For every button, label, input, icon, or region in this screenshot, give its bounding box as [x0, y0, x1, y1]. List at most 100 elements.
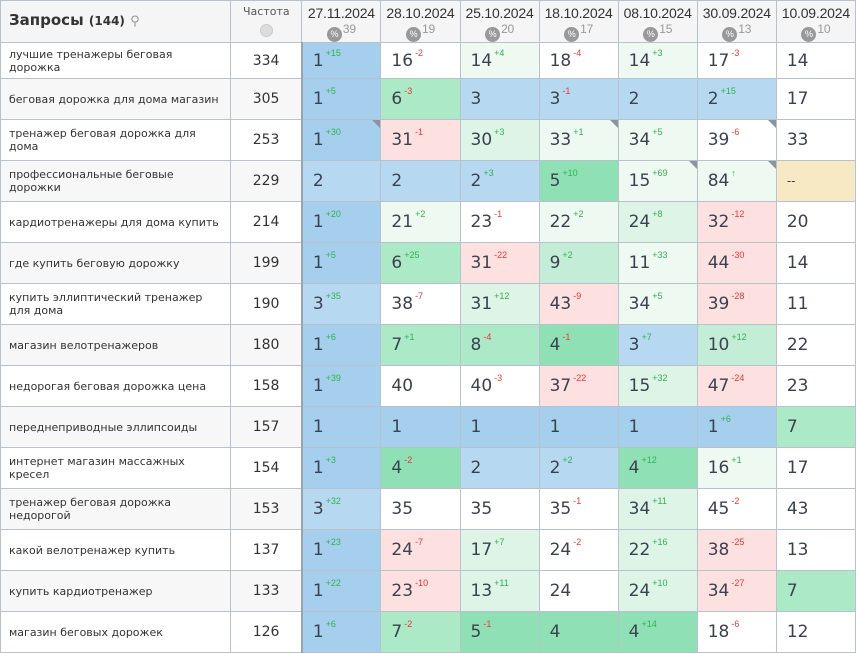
date-column-header[interactable]: 18.10.2024% 17	[538, 0, 619, 43]
position-cell[interactable]: 5 +10	[538, 160, 619, 202]
percent-icon[interactable]: %	[722, 27, 738, 42]
position-cell[interactable]: 3 +35	[300, 283, 382, 325]
position-cell[interactable]: 24 +8	[617, 201, 698, 243]
position-cell[interactable]: 7	[775, 570, 856, 612]
percent-icon[interactable]: %	[643, 27, 659, 42]
position-cell[interactable]: 1 +22	[300, 570, 382, 612]
position-cell[interactable]: 34 +11	[617, 488, 698, 530]
position-cell[interactable]: 4 +12	[617, 447, 698, 489]
position-cell[interactable]: 24 -7	[380, 529, 461, 571]
position-cell[interactable]: 18 -6	[696, 611, 777, 653]
date-column-header[interactable]: 30.09.2024% 13	[696, 0, 777, 43]
position-cell[interactable]: 43	[775, 488, 856, 530]
position-cell[interactable]: 1 +5	[300, 242, 382, 284]
position-cell[interactable]: 47 -24	[696, 365, 777, 407]
date-column-header[interactable]: 25.10.2024% 20	[459, 0, 540, 43]
query-text[interactable]: тренажер беговая дорожка для дома	[0, 119, 232, 161]
position-cell[interactable]: 33 +1	[538, 119, 619, 161]
position-cell[interactable]: 16 +1	[696, 447, 777, 489]
query-text[interactable]: недорогая беговая дорожка цена	[0, 365, 232, 407]
position-cell[interactable]: 38 -7	[380, 283, 461, 325]
query-text[interactable]: какой велотренажер купить	[0, 529, 232, 571]
position-cell[interactable]: 7	[775, 406, 856, 448]
position-cell[interactable]: 24 -2	[538, 529, 619, 571]
position-cell[interactable]: 30 +3	[459, 119, 540, 161]
position-cell[interactable]: 15 +32	[617, 365, 698, 407]
date-column-header[interactable]: 28.10.2024% 19	[380, 0, 461, 43]
queries-header[interactable]: Запросы (144) ⚲	[0, 0, 232, 43]
position-cell[interactable]: 1	[459, 406, 540, 448]
position-cell[interactable]: 14	[775, 242, 856, 284]
position-cell[interactable]: 12	[775, 611, 856, 653]
position-cell[interactable]: 11	[775, 283, 856, 325]
position-cell[interactable]: 2	[380, 160, 461, 202]
position-cell[interactable]: 1 +20	[300, 201, 382, 243]
position-cell[interactable]: 24 +10	[617, 570, 698, 612]
position-cell[interactable]: 6 -3	[380, 78, 461, 120]
position-cell[interactable]: 31 +12	[459, 283, 540, 325]
position-cell[interactable]: 31 -1	[380, 119, 461, 161]
percent-icon[interactable]: %	[485, 27, 501, 42]
position-cell[interactable]: 17 +7	[459, 529, 540, 571]
position-cell[interactable]: 1 +15	[300, 42, 382, 79]
position-cell[interactable]: 34 +5	[617, 119, 698, 161]
position-cell[interactable]: 39 -28	[696, 283, 777, 325]
frequency-header[interactable]: Частота	[230, 0, 303, 43]
search-icon[interactable]: ⚲	[130, 14, 140, 29]
query-text[interactable]: беговая дорожка для дома магазин	[0, 78, 232, 120]
position-cell[interactable]: 23 -10	[380, 570, 461, 612]
position-cell[interactable]: 3 +7	[617, 324, 698, 366]
position-cell[interactable]: 44 -30	[696, 242, 777, 284]
position-cell[interactable]: 15 +69	[617, 160, 698, 202]
percent-icon[interactable]: %	[801, 27, 817, 42]
position-cell[interactable]: 1 +30	[300, 119, 382, 161]
position-cell[interactable]: 7 -2	[380, 611, 461, 653]
query-text[interactable]: магазин беговых дорожек	[0, 611, 232, 653]
position-cell[interactable]: 1 +6	[300, 611, 382, 653]
position-cell[interactable]: 1 +23	[300, 529, 382, 571]
position-cell[interactable]: 2	[300, 160, 382, 202]
position-cell[interactable]: 11 +33	[617, 242, 698, 284]
position-cell[interactable]: 22 +16	[617, 529, 698, 571]
position-cell[interactable]: 17	[775, 78, 856, 120]
query-text[interactable]: магазин велотренажеров	[0, 324, 232, 366]
position-cell[interactable]: 13 +11	[459, 570, 540, 612]
position-cell[interactable]: 1 +3	[300, 447, 382, 489]
position-cell[interactable]: 1	[617, 406, 698, 448]
position-cell[interactable]: 39 -6	[696, 119, 777, 161]
position-cell[interactable]: 22 +2	[538, 201, 619, 243]
position-cell[interactable]: 8 -4	[459, 324, 540, 366]
date-column-header[interactable]: 08.10.2024% 15	[617, 0, 698, 43]
position-cell[interactable]: 5 -1	[459, 611, 540, 653]
position-cell[interactable]: 23 -1	[459, 201, 540, 243]
position-cell[interactable]: 40	[380, 365, 461, 407]
position-cell[interactable]: 2	[617, 78, 698, 120]
position-cell[interactable]: 1 +6	[696, 406, 777, 448]
position-cell[interactable]: 4	[538, 611, 619, 653]
position-cell[interactable]: 1 +5	[300, 78, 382, 120]
position-cell[interactable]: 34 +5	[617, 283, 698, 325]
query-text[interactable]: кардиотренажеры для дома купить	[0, 201, 232, 243]
query-text[interactable]: купить кардиотренажер	[0, 570, 232, 612]
position-cell[interactable]: 84 ↑	[696, 160, 777, 202]
position-cell[interactable]: 2 +3	[459, 160, 540, 202]
position-cell[interactable]: 35 -1	[538, 488, 619, 530]
position-cell[interactable]: 1	[300, 406, 382, 448]
position-cell[interactable]: 4 -1	[538, 324, 619, 366]
position-cell[interactable]: 2 +2	[538, 447, 619, 489]
position-cell[interactable]: 24	[538, 570, 619, 612]
position-cell[interactable]: 38 -25	[696, 529, 777, 571]
position-cell[interactable]: 1	[380, 406, 461, 448]
position-cell[interactable]: 7 +1	[380, 324, 461, 366]
position-cell[interactable]: 20	[775, 201, 856, 243]
position-cell[interactable]: 14	[775, 42, 856, 79]
position-cell[interactable]: 17 -3	[696, 42, 777, 79]
position-cell[interactable]: 33	[775, 119, 856, 161]
percent-icon[interactable]: %	[326, 27, 342, 42]
position-cell[interactable]: 14 +4	[459, 42, 540, 79]
position-cell[interactable]: 1 +6	[300, 324, 382, 366]
position-cell[interactable]: 14 +3	[617, 42, 698, 79]
position-cell[interactable]: 3 +32	[300, 488, 382, 530]
position-cell[interactable]: 43 -9	[538, 283, 619, 325]
position-cell[interactable]: 1 +39	[300, 365, 382, 407]
